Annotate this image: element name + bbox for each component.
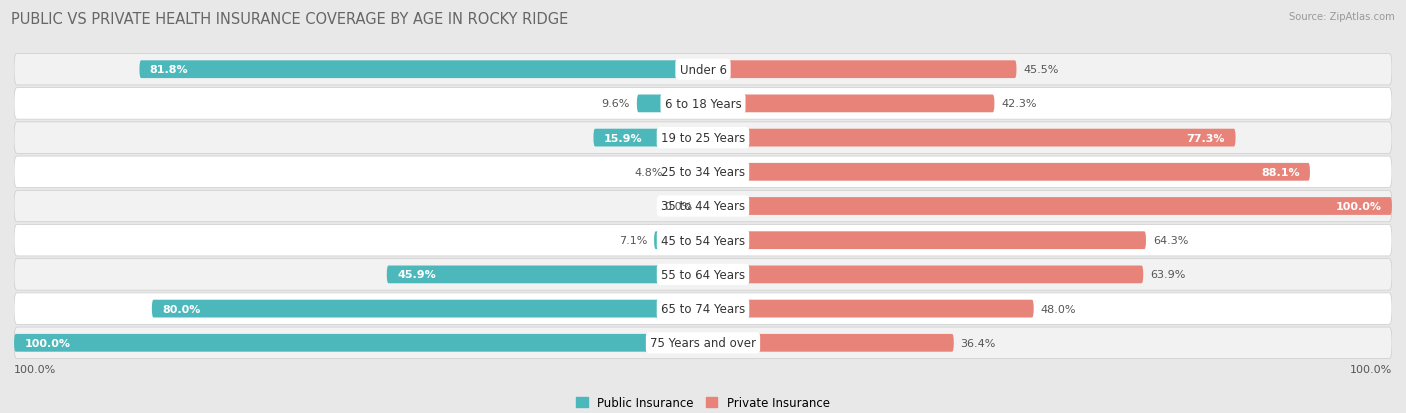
FancyBboxPatch shape [139,61,703,79]
Text: 0.0%: 0.0% [665,202,693,211]
Text: 36.4%: 36.4% [960,338,995,348]
FancyBboxPatch shape [14,327,1392,358]
Text: PUBLIC VS PRIVATE HEALTH INSURANCE COVERAGE BY AGE IN ROCKY RIDGE: PUBLIC VS PRIVATE HEALTH INSURANCE COVER… [11,12,568,27]
FancyBboxPatch shape [703,164,1310,181]
FancyBboxPatch shape [14,259,1392,290]
Text: Source: ZipAtlas.com: Source: ZipAtlas.com [1289,12,1395,22]
Text: 6 to 18 Years: 6 to 18 Years [665,97,741,111]
Text: 19 to 25 Years: 19 to 25 Years [661,132,745,145]
Text: 81.8%: 81.8% [150,65,188,75]
Text: 75 Years and over: 75 Years and over [650,337,756,349]
Text: 64.3%: 64.3% [1153,236,1188,246]
FancyBboxPatch shape [637,95,703,113]
FancyBboxPatch shape [703,61,1017,79]
FancyBboxPatch shape [14,123,1392,154]
FancyBboxPatch shape [703,95,994,113]
Text: 100.0%: 100.0% [14,364,56,374]
Text: 80.0%: 80.0% [162,304,201,314]
FancyBboxPatch shape [14,293,1392,325]
Text: 42.3%: 42.3% [1001,99,1036,109]
FancyBboxPatch shape [703,129,1236,147]
FancyBboxPatch shape [703,300,1033,318]
FancyBboxPatch shape [703,334,953,352]
Text: 77.3%: 77.3% [1187,133,1225,143]
Text: 4.8%: 4.8% [634,167,664,177]
FancyBboxPatch shape [14,334,703,352]
Legend: Public Insurance, Private Insurance: Public Insurance, Private Insurance [571,392,835,413]
Text: 15.9%: 15.9% [603,133,643,143]
Text: 25 to 34 Years: 25 to 34 Years [661,166,745,179]
FancyBboxPatch shape [152,300,703,318]
FancyBboxPatch shape [654,232,703,249]
Text: 88.1%: 88.1% [1261,167,1299,177]
FancyBboxPatch shape [14,191,1392,222]
Text: 63.9%: 63.9% [1150,270,1185,280]
FancyBboxPatch shape [387,266,703,284]
FancyBboxPatch shape [669,164,703,181]
FancyBboxPatch shape [14,157,1392,188]
Text: 65 to 74 Years: 65 to 74 Years [661,302,745,316]
Text: 48.0%: 48.0% [1040,304,1076,314]
Text: Under 6: Under 6 [679,64,727,76]
FancyBboxPatch shape [14,225,1392,256]
FancyBboxPatch shape [593,129,703,147]
FancyBboxPatch shape [14,88,1392,120]
Text: 100.0%: 100.0% [1350,364,1392,374]
Text: 45.5%: 45.5% [1024,65,1059,75]
Text: 100.0%: 100.0% [24,338,70,348]
Text: 45.9%: 45.9% [396,270,436,280]
Text: 7.1%: 7.1% [619,236,647,246]
FancyBboxPatch shape [703,266,1143,284]
Text: 100.0%: 100.0% [1336,202,1382,211]
Text: 45 to 54 Years: 45 to 54 Years [661,234,745,247]
Text: 35 to 44 Years: 35 to 44 Years [661,200,745,213]
FancyBboxPatch shape [703,198,1392,215]
Text: 55 to 64 Years: 55 to 64 Years [661,268,745,281]
FancyBboxPatch shape [14,55,1392,86]
FancyBboxPatch shape [703,232,1146,249]
Text: 9.6%: 9.6% [602,99,630,109]
